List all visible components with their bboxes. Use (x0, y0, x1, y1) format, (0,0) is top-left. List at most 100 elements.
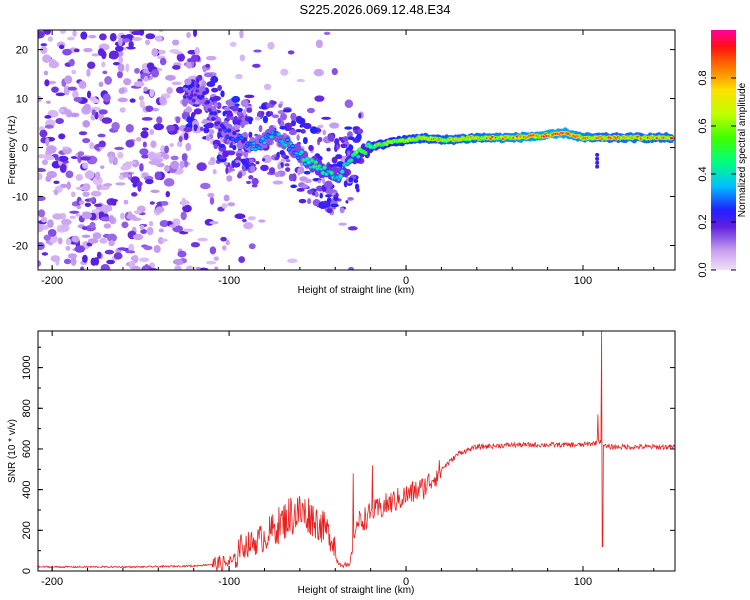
spectrogram-noise-blob (98, 33, 107, 41)
ridge-core (308, 166, 313, 169)
spectrogram-noise-blob (55, 92, 65, 97)
spectrogram-noise-blob (106, 233, 118, 243)
spectrogram-noise-blob (194, 46, 200, 56)
spectrogram-noise-blob (223, 161, 228, 166)
spectrogram-noise-blob (51, 86, 59, 93)
spectrogram-noise-blob (93, 203, 103, 207)
ridge-core (231, 137, 235, 141)
spectrogram-noise-blob (43, 234, 51, 241)
ridge-core (287, 148, 291, 151)
spectrogram-noise-blob (145, 178, 154, 185)
ridge-core (294, 152, 298, 155)
spectrogram-noise-blob (178, 135, 183, 143)
spectrogram-noise-blob (326, 208, 333, 214)
ridge-core (257, 146, 261, 149)
y-tick-label: 600 (21, 440, 33, 458)
colorbar-ticks: 0.0 0.2 0.4 0.6 0.8 (697, 70, 736, 278)
ridge-core (223, 129, 228, 132)
ridge-core (232, 131, 237, 135)
spectrogram-noise-blob (246, 107, 253, 113)
spectrogram-noise-blob (108, 155, 114, 164)
spectrogram-noise-blob (300, 121, 306, 128)
ridge-core (300, 150, 304, 154)
spectrogram-noise-blob (81, 234, 91, 238)
spectrogram-noise-blob (132, 182, 138, 188)
ridge-core (227, 129, 231, 132)
spectrogram-noise-blob (205, 63, 211, 68)
spectrogram-noise-blob (195, 266, 201, 270)
spectrogram-noise-blob (41, 216, 48, 223)
x-tick-label: 0 (403, 576, 409, 588)
spectrogram-noise-blob (38, 173, 43, 181)
spectrogram-noise-blob (181, 197, 187, 207)
ridge-core (296, 156, 300, 160)
spectrogram-noise-blob (75, 213, 81, 217)
ridge-core (225, 135, 229, 138)
colorbar-gradient (711, 30, 736, 270)
spectrogram-noise-blob (109, 33, 117, 42)
ridge-core (349, 158, 353, 162)
ridge-core (354, 151, 359, 154)
spectrogram-noise-blob (151, 48, 159, 57)
spectrogram-noise-blob (41, 159, 49, 166)
spectrogram-noise-blob (149, 88, 155, 98)
spectrogram-noise-blob (141, 154, 149, 159)
spectrogram-noise-blob (91, 98, 101, 104)
spectrogram-noise-blob (45, 137, 50, 147)
spectrogram-noise-blob (117, 97, 128, 103)
spectrogram-noise-blob (268, 167, 276, 174)
spectrogram-noise-blob (140, 229, 147, 234)
spectrogram-noise-blob (90, 106, 101, 112)
spectrogram-noise-blob (117, 71, 123, 79)
spectrogram-noise-blob (89, 221, 96, 229)
spectrogram-noise-blob (204, 72, 213, 78)
spectrogram-noise-blob (216, 102, 222, 110)
spectrogram-noise-blob (231, 95, 241, 103)
spectrogram-noise-blob (243, 150, 249, 158)
spectrogram-noise-blob (356, 133, 362, 141)
colorbar-tick-label: 0.0 (697, 262, 709, 277)
spectrogram-noise-blob (48, 242, 53, 246)
ridge-core (314, 161, 318, 164)
spectrogram-noise-blob (57, 155, 69, 162)
spectrogram-noise-blob (227, 100, 233, 108)
spectrogram-noise-blob (309, 126, 318, 134)
snr-x-title: Height of straight line (km) (298, 585, 415, 596)
spectrogram-noise-blob (65, 170, 74, 179)
spectrogram-noise-blob (58, 44, 65, 50)
ridge-core (218, 128, 222, 132)
spectrogram-noise-blob (286, 122, 291, 131)
spectrogram-noise-blob (67, 86, 78, 91)
spectrogram-noise-blob (71, 235, 80, 243)
spectrogram-noise-blob (104, 76, 113, 85)
x-tick-label: -200 (41, 576, 63, 588)
spectrogram-noise-blob (47, 36, 53, 42)
spectrogram-noise-blob (151, 107, 159, 112)
spectrogram-noise-blob (183, 160, 189, 168)
spectrogram-noise-blob (138, 95, 144, 101)
ridge-core (323, 166, 327, 169)
spectrogram-noise-blob (205, 134, 211, 141)
spectrogram-noise-blob (236, 110, 243, 117)
spectrogram-noise-blob (260, 111, 265, 116)
spectrogram-noise-blob (176, 86, 185, 94)
spectrogram-noise-blob (145, 33, 156, 40)
spectrogram-noise-blob (155, 206, 165, 213)
spectrogram-noise-blob (220, 90, 225, 98)
ridge-core (319, 167, 323, 171)
spectrogram-noise-blob (141, 127, 149, 131)
spectrogram-noise-blob (180, 211, 187, 221)
spectrogram-noise-blob (90, 113, 96, 121)
spectrogram-noise-blob (101, 205, 113, 213)
spectrogram-noise-blob (211, 87, 219, 93)
spectrogram-noise-blob (132, 36, 143, 41)
spectrogram-noise-blob (120, 165, 128, 171)
spectrogram-noise-blob (169, 143, 174, 147)
ridge-core (301, 158, 306, 162)
spectrogram-noise-blob (72, 30, 77, 37)
spectrogram-noise-blob (109, 214, 115, 223)
spectrogram-noise-blob (91, 109, 96, 116)
spectrogram-noise-blob (183, 132, 189, 141)
spectrogram-noise-blob (321, 116, 332, 120)
spectrogram-noise-blob (279, 125, 287, 130)
